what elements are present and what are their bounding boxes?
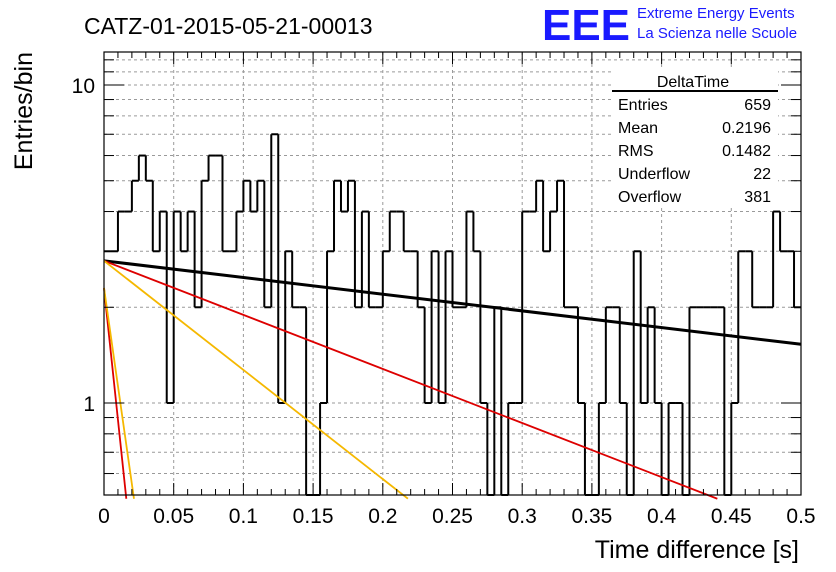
stats-row-label: Overflow bbox=[618, 189, 682, 206]
x-tick-label: 0.5 bbox=[786, 505, 815, 528]
x-tick-label: 0.4 bbox=[647, 505, 677, 528]
fit-line-yellow bbox=[103, 287, 135, 499]
x-tick-label: 0.05 bbox=[153, 505, 194, 528]
stats-rows: Entries 659 Mean 0.2196 RMS 0.1482 Underflow 22… bbox=[618, 97, 771, 206]
x-tick-label: 0.2 bbox=[368, 505, 397, 528]
stats-row-label: Entries bbox=[618, 97, 668, 114]
stats-row-label: RMS bbox=[618, 143, 654, 160]
y-tick-labels: 1 10 bbox=[72, 75, 95, 416]
stats-row-value: 659 bbox=[744, 97, 771, 114]
x-tick-label: 0 bbox=[98, 505, 110, 528]
fit-lines bbox=[103, 259, 802, 500]
fit-line-red bbox=[103, 259, 718, 500]
stats-row-label: Underflow bbox=[618, 166, 690, 183]
x-tick-labels: 0 0.05 0.1 0.15 0.2 0.25 0.3 0.35 0.4 0.45 0.5 bbox=[98, 505, 815, 528]
logo-line1: Extreme Energy Events bbox=[637, 5, 795, 22]
run-title: CATZ-01-2015-05-21-00013 bbox=[84, 13, 373, 39]
fit-line-red bbox=[103, 287, 128, 499]
x-axis-title: Time difference [s] bbox=[595, 536, 799, 564]
stats-row-value: 22 bbox=[753, 166, 771, 183]
fit-line-yellow bbox=[103, 260, 409, 500]
stats-row-label: Mean bbox=[618, 120, 658, 137]
x-tick-label: 0.15 bbox=[293, 505, 334, 528]
fit-line-black bbox=[103, 259, 802, 346]
x-tick-label: 0.45 bbox=[711, 505, 752, 528]
stats-box: DeltaTime Entries 659 Mean 0.2196 RMS 0.1482 U… bbox=[612, 68, 778, 208]
y-tick-label: 10 bbox=[72, 75, 95, 98]
stats-row-value: 381 bbox=[744, 189, 771, 206]
y-tick-label: 1 bbox=[83, 393, 95, 416]
stats-row-value: 0.2196 bbox=[722, 120, 771, 137]
x-tick-label: 0.25 bbox=[432, 505, 473, 528]
eee-logo: EEE Extreme Energy Events La Scienza nel… bbox=[542, 1, 797, 50]
stats-title: DeltaTime bbox=[657, 74, 729, 91]
x-tick-label: 0.1 bbox=[229, 505, 258, 528]
x-tick-label: 0.35 bbox=[571, 505, 612, 528]
axis-ticks bbox=[103, 52, 802, 495]
logo-mark: EEE bbox=[542, 1, 630, 50]
logo-line2: La Scienza nelle Scuole bbox=[637, 25, 797, 42]
x-tick-label: 0.3 bbox=[508, 505, 537, 528]
y-axis-title: Entries/bin bbox=[10, 52, 38, 170]
stats-row-value: 0.1482 bbox=[722, 143, 771, 160]
